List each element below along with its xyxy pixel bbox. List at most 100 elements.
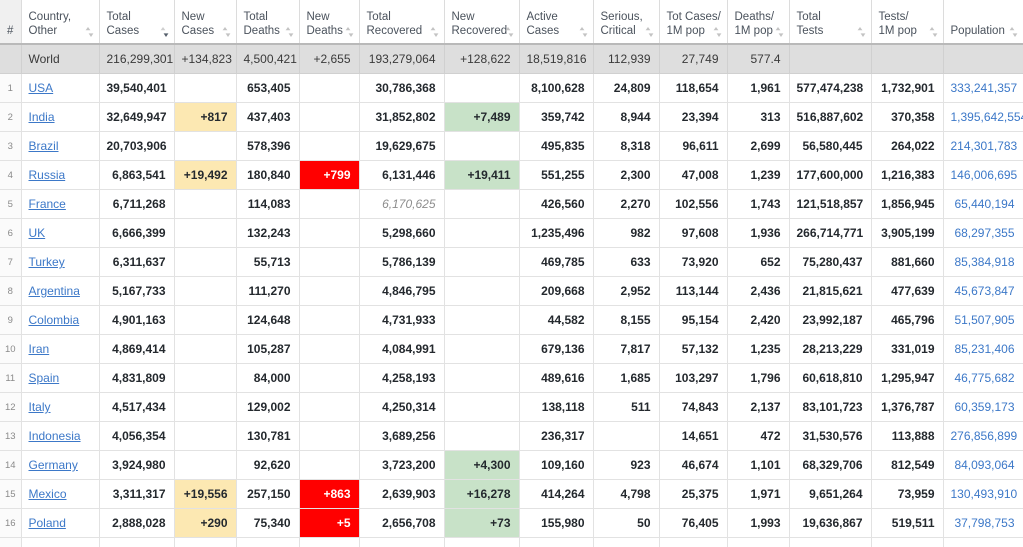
country-link[interactable]: Indonesia: [28, 429, 81, 443]
country-link[interactable]: Iran: [28, 342, 50, 356]
cell-tests_per_1m: 881,660: [870, 247, 944, 277]
cell-active_cases: 209,668: [518, 276, 594, 306]
column-header-serious[interactable]: Serious, Critical: [592, 0, 660, 45]
country-link[interactable]: South Africa: [29, 545, 94, 547]
cell-new_recovered: +16,278: [443, 479, 520, 509]
cell-total_deaths: 437,403: [235, 102, 300, 132]
country-link[interactable]: Italy: [28, 400, 51, 414]
column-header-new_recovered[interactable]: New Recovered: [443, 0, 520, 45]
row-country-cell: Argentina: [20, 276, 100, 306]
cell-total_tests: 21,815,621: [788, 276, 872, 306]
cell-cases_per_1m: 47,008: [658, 160, 728, 190]
row-rank: 6: [0, 218, 22, 248]
country-link[interactable]: Russia: [28, 168, 66, 182]
column-header-new_cases[interactable]: New Cases: [173, 0, 237, 45]
cell-population: 85,231,406: [942, 334, 1023, 364]
table-row: 7 Turkey 6,311,637 55,713 5,786,139 469,785 63…: [0, 247, 1023, 277]
column-header-country[interactable]: Country, Other: [20, 0, 100, 45]
cell-total_cases: 2,888,028: [98, 508, 175, 538]
cell-serious: 633: [592, 247, 660, 277]
cell-total_deaths: 257,150: [235, 479, 300, 509]
country-link[interactable]: Spain: [28, 371, 60, 385]
cell-total_cases: 20,703,906: [98, 131, 175, 161]
cell-total_deaths: 653,405: [235, 73, 300, 103]
cell-serious: 112,939: [592, 43, 660, 74]
cell-total_cases: 3,311,317: [98, 479, 175, 509]
cell-new_recovered: +19,411: [443, 160, 520, 190]
table-row: 10 Iran 4,869,414 105,287 4,084,991 679,136 7,…: [0, 334, 1023, 364]
cell-active_cases: 155,980: [518, 508, 594, 538]
sort-toggle-icon: [85, 26, 94, 37]
cell-new_cases: [173, 537, 237, 547]
cell-total_recovered: 4,846,795: [358, 276, 445, 306]
column-header-line1: Tests/: [878, 11, 909, 23]
cell-cases_per_1m: 23,394: [658, 102, 728, 132]
country-link[interactable]: India: [28, 110, 55, 124]
country-link[interactable]: UK: [28, 226, 46, 240]
cell-new_deaths: [298, 102, 360, 132]
table-row: 12 Italy 4,517,434 129,002 4,250,314 138,118 5…: [0, 392, 1023, 422]
country-link[interactable]: Argentina: [28, 284, 80, 298]
cell-new_cases: [173, 363, 237, 393]
country-link[interactable]: Germany: [28, 458, 78, 472]
column-header-total_cases[interactable]: Total Cases: [98, 0, 175, 45]
cell-active_cases: 44,582: [518, 305, 594, 335]
column-header-line1: Total: [106, 11, 131, 23]
cell-total_recovered: 2,498,429: [358, 537, 445, 547]
country-link[interactable]: Poland: [28, 516, 66, 530]
cell-cases_per_1m: 73,920: [658, 247, 728, 277]
country-link[interactable]: USA: [28, 81, 54, 95]
cell-cases_per_1m: 46,674: [658, 450, 728, 480]
column-header-line1: Deaths/: [734, 11, 775, 23]
column-header-new_deaths[interactable]: New Deaths: [298, 0, 360, 45]
cell-total_recovered: 4,084,991: [358, 334, 445, 364]
row-country-cell: Italy: [20, 392, 100, 422]
cell-tests_per_1m: 1,856,945: [870, 189, 944, 219]
cell-total_tests: 60,618,810: [788, 363, 872, 393]
cell-cases_per_1m: 74,843: [658, 392, 728, 422]
column-header-population[interactable]: Population: [942, 0, 1023, 45]
cell-new_recovered: +73: [443, 508, 520, 538]
cell-serious: 982: [592, 218, 660, 248]
column-header-total_deaths[interactable]: Total Deaths: [235, 0, 300, 45]
cell-active_cases: 1,235,496: [518, 218, 594, 248]
column-header-total_tests[interactable]: Total Tests: [788, 0, 872, 45]
column-header-line1: New: [181, 11, 205, 23]
column-header-deaths_per_1m[interactable]: Deaths/1M pop: [726, 0, 790, 45]
column-header-active_cases[interactable]: Active Cases: [518, 0, 594, 45]
table-row: 1 USA 39,540,401 653,405 30,786,368 8,100,628…: [0, 73, 1023, 103]
cell-tests_per_1m: 3,905,199: [870, 218, 944, 248]
row-rank: 11: [0, 363, 22, 393]
row-country-cell: World: [20, 43, 100, 74]
column-header-line1: Total: [366, 11, 391, 23]
column-header-line2: Critical: [600, 25, 636, 37]
row-country-cell: Poland: [20, 508, 100, 538]
column-header-line2: Deaths: [306, 25, 343, 37]
cell-population: 1,395,642,554: [942, 102, 1023, 132]
country-link[interactable]: Turkey: [28, 255, 65, 269]
cell-total_tests: 31,530,576: [788, 421, 872, 451]
cell-new_deaths: [298, 131, 360, 161]
cell-deaths_per_1m: 1,796: [726, 363, 790, 393]
row-country-cell: Colombia: [20, 305, 100, 335]
country-link[interactable]: Colombia: [28, 313, 80, 327]
column-header-cases_per_1m[interactable]: Tot Cases/1M pop: [658, 0, 728, 45]
country-link[interactable]: Mexico: [28, 487, 67, 501]
cell-total_recovered: 30,786,368: [358, 73, 445, 103]
cell-new_deaths: [298, 363, 360, 393]
cell-population: 68,297,355: [942, 218, 1023, 248]
country-link[interactable]: Brazil: [28, 139, 59, 153]
cell-total_recovered: 4,731,933: [358, 305, 445, 335]
cell-total_recovered: 3,689,256: [358, 421, 445, 451]
column-header-line2: Recovered: [366, 25, 423, 37]
column-header-tests_per_1m[interactable]: Tests/1M pop: [870, 0, 944, 45]
cell-total_deaths: 124,648: [235, 305, 300, 335]
cell-total_tests: 577,474,238: [788, 73, 872, 103]
country-link[interactable]: France: [28, 197, 66, 211]
cell-new_cases: [173, 131, 237, 161]
cell-total_recovered: 19,629,675: [358, 131, 445, 161]
cell-total_recovered: 2,639,903: [358, 479, 445, 509]
cell-total_cases: 4,869,414: [98, 334, 175, 364]
column-header-line2: Other: [28, 25, 58, 37]
column-header-total_recovered[interactable]: Total Recovered: [358, 0, 445, 45]
